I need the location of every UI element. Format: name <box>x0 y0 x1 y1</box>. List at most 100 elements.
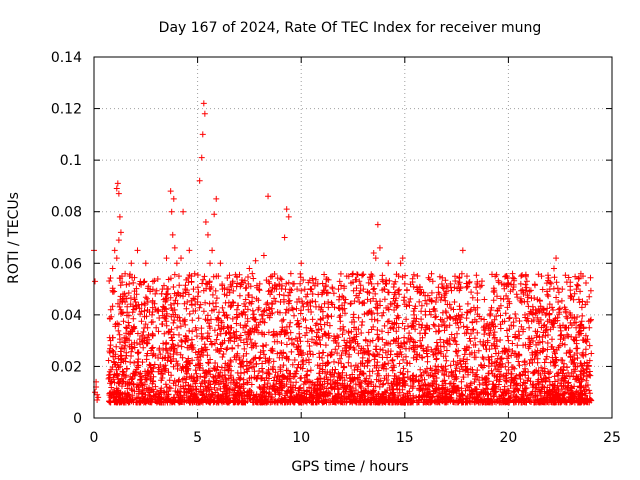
data-point <box>186 247 193 254</box>
data-point <box>575 296 582 303</box>
data-point <box>356 298 363 305</box>
data-point <box>350 270 356 277</box>
chart-title: Day 167 of 2024, Rate Of TEC Index for r… <box>159 20 542 36</box>
data-point <box>92 389 99 396</box>
data-point <box>513 291 520 298</box>
data-point <box>95 394 102 401</box>
data-point <box>149 311 156 318</box>
y-axis-label: ROTI / TECUs <box>6 192 22 284</box>
data-point <box>364 296 371 303</box>
data-point <box>401 280 408 287</box>
data-point <box>213 195 220 202</box>
data-point <box>199 131 206 138</box>
data-point <box>117 229 124 236</box>
data-point <box>459 247 466 254</box>
dense-point-cloud <box>105 270 595 406</box>
data-point <box>372 255 379 262</box>
data-point <box>115 190 122 197</box>
data-point <box>207 260 214 267</box>
data-point <box>368 280 375 287</box>
data-point <box>202 219 209 226</box>
data-point <box>116 213 123 220</box>
data-point <box>283 206 290 213</box>
data-point <box>113 185 120 192</box>
data-point <box>455 324 462 331</box>
data-point <box>217 260 224 267</box>
data-point <box>298 260 305 267</box>
data-point <box>113 255 120 262</box>
y-tick-label: 0.06 <box>51 256 82 272</box>
x-tick-label: 10 <box>292 430 310 446</box>
data-point <box>265 193 272 200</box>
data-point <box>538 273 545 280</box>
data-point <box>517 280 524 287</box>
y-tick-label: 0.14 <box>51 50 82 66</box>
data-point <box>550 265 557 272</box>
data-point <box>94 396 101 403</box>
data-point <box>586 293 593 300</box>
data-point <box>405 298 412 305</box>
data-point <box>92 278 99 285</box>
data-point <box>451 298 458 305</box>
data-point <box>553 255 560 262</box>
data-point <box>447 280 454 287</box>
plot-frame <box>93 56 613 419</box>
data-point <box>200 100 207 107</box>
data-point <box>173 260 180 267</box>
data-point <box>252 257 259 264</box>
data-point <box>111 247 118 254</box>
data-point <box>505 337 512 344</box>
data-point <box>376 244 383 251</box>
data-points <box>91 100 595 406</box>
data-point <box>399 255 406 262</box>
data-point <box>374 221 381 228</box>
data-point <box>171 244 178 251</box>
data-point <box>209 247 216 254</box>
data-point <box>287 270 294 277</box>
data-point <box>142 260 149 267</box>
y-tick-label: 0.04 <box>51 308 82 324</box>
data-point <box>385 260 392 267</box>
data-point <box>397 260 404 267</box>
y-tick-label: 0.08 <box>51 205 82 221</box>
data-point <box>114 180 121 187</box>
data-point <box>190 286 197 293</box>
data-point <box>175 273 182 280</box>
data-point <box>325 298 332 305</box>
data-point <box>180 208 187 215</box>
data-point <box>198 154 205 161</box>
data-point <box>109 265 116 272</box>
data-point <box>167 188 174 195</box>
x-axis-label: GPS time / hours <box>291 459 408 475</box>
data-point <box>196 177 203 184</box>
dense-points <box>105 270 595 406</box>
data-point <box>281 234 288 241</box>
data-point <box>204 231 211 238</box>
x-tick-label: 0 <box>90 430 99 446</box>
data-point <box>246 265 253 272</box>
y-tick-label: 0.1 <box>60 153 82 169</box>
axis-ticks: 0 5 10 15 20 25 0 0.02 0.04 0.06 0.08 0.1 0.12 0.14 <box>51 50 621 446</box>
data-point <box>126 280 133 287</box>
data-point <box>134 247 141 254</box>
y-tick-label: 0.02 <box>51 359 82 375</box>
data-point <box>201 110 208 117</box>
x-tick-label: 25 <box>603 430 621 446</box>
y-tick-label: 0.12 <box>51 102 82 118</box>
data-point <box>370 249 377 256</box>
data-point <box>178 255 185 262</box>
data-point <box>335 286 342 293</box>
data-point <box>168 208 175 215</box>
data-point <box>463 273 470 280</box>
data-point <box>163 255 170 262</box>
y-tick-label: 0 <box>73 411 82 427</box>
data-point <box>229 298 236 305</box>
data-point <box>115 237 122 244</box>
x-tick-label: 5 <box>193 430 202 446</box>
x-tick-label: 15 <box>396 430 414 446</box>
data-point <box>260 252 267 259</box>
data-point <box>285 213 292 220</box>
x-tick-label: 20 <box>499 430 517 446</box>
data-point <box>559 286 566 293</box>
